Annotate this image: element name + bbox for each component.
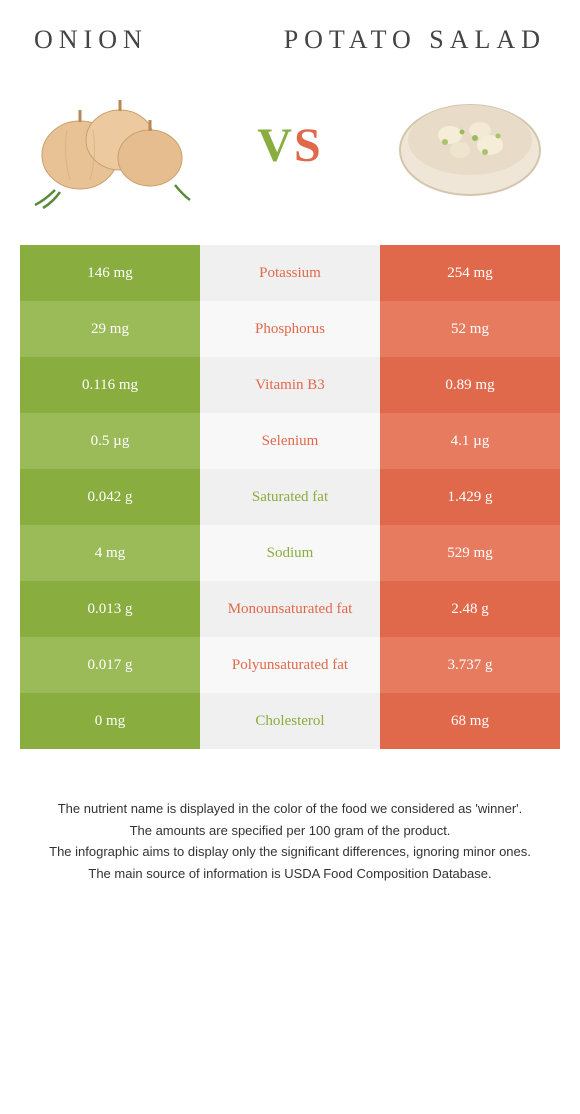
right-value: 2.48 g: [380, 581, 560, 637]
right-value: 68 mg: [380, 693, 560, 749]
nutrient-label: Potassium: [200, 245, 380, 301]
vs-v: V: [257, 119, 294, 172]
right-value: 3.737 g: [380, 637, 560, 693]
table-row: 0.5 µgSelenium4.1 µg: [20, 413, 560, 469]
left-value: 0.013 g: [20, 581, 200, 637]
right-food-title: Potato salad: [284, 25, 546, 55]
nutrient-label: Polyunsaturated fat: [200, 637, 380, 693]
right-value: 529 mg: [380, 525, 560, 581]
left-value: 29 mg: [20, 301, 200, 357]
footnote-line: The nutrient name is displayed in the co…: [20, 799, 560, 819]
potato-salad-image: [380, 75, 560, 215]
left-value: 0 mg: [20, 693, 200, 749]
table-row: 0 mgCholesterol68 mg: [20, 693, 560, 749]
left-value: 0.017 g: [20, 637, 200, 693]
left-value: 0.5 µg: [20, 413, 200, 469]
right-value: 0.89 mg: [380, 357, 560, 413]
right-value: 1.429 g: [380, 469, 560, 525]
footnotes: The nutrient name is displayed in the co…: [0, 749, 580, 905]
table-row: 0.116 mgVitamin B30.89 mg: [20, 357, 560, 413]
right-value: 52 mg: [380, 301, 560, 357]
nutrient-label: Cholesterol: [200, 693, 380, 749]
left-food-title: Onion: [34, 25, 148, 55]
nutrient-label: Sodium: [200, 525, 380, 581]
right-value: 254 mg: [380, 245, 560, 301]
left-value: 146 mg: [20, 245, 200, 301]
table-row: 4 mgSodium529 mg: [20, 525, 560, 581]
table-row: 29 mgPhosphorus52 mg: [20, 301, 560, 357]
nutrient-label: Vitamin B3: [200, 357, 380, 413]
nutrient-label: Phosphorus: [200, 301, 380, 357]
table-row: 0.017 gPolyunsaturated fat3.737 g: [20, 637, 560, 693]
vs-s: S: [294, 119, 323, 172]
vs-label: VS: [257, 118, 322, 173]
nutrient-label: Selenium: [200, 413, 380, 469]
table-row: 0.042 gSaturated fat1.429 g: [20, 469, 560, 525]
right-value: 4.1 µg: [380, 413, 560, 469]
table-row: 146 mgPotassium254 mg: [20, 245, 560, 301]
table-row: 0.013 gMonounsaturated fat2.48 g: [20, 581, 560, 637]
header: Onion Potato salad: [0, 0, 580, 65]
nutrient-label: Saturated fat: [200, 469, 380, 525]
onion-image: [20, 75, 200, 215]
footnote-line: The main source of information is USDA F…: [20, 864, 560, 884]
footnote-line: The amounts are specified per 100 gram o…: [20, 821, 560, 841]
left-value: 4 mg: [20, 525, 200, 581]
nutrient-label: Monounsaturated fat: [200, 581, 380, 637]
footnote-line: The infographic aims to display only the…: [20, 842, 560, 862]
left-value: 0.116 mg: [20, 357, 200, 413]
vs-row: VS: [0, 65, 580, 245]
comparison-table: 146 mgPotassium254 mg29 mgPhosphorus52 m…: [20, 245, 560, 749]
left-value: 0.042 g: [20, 469, 200, 525]
